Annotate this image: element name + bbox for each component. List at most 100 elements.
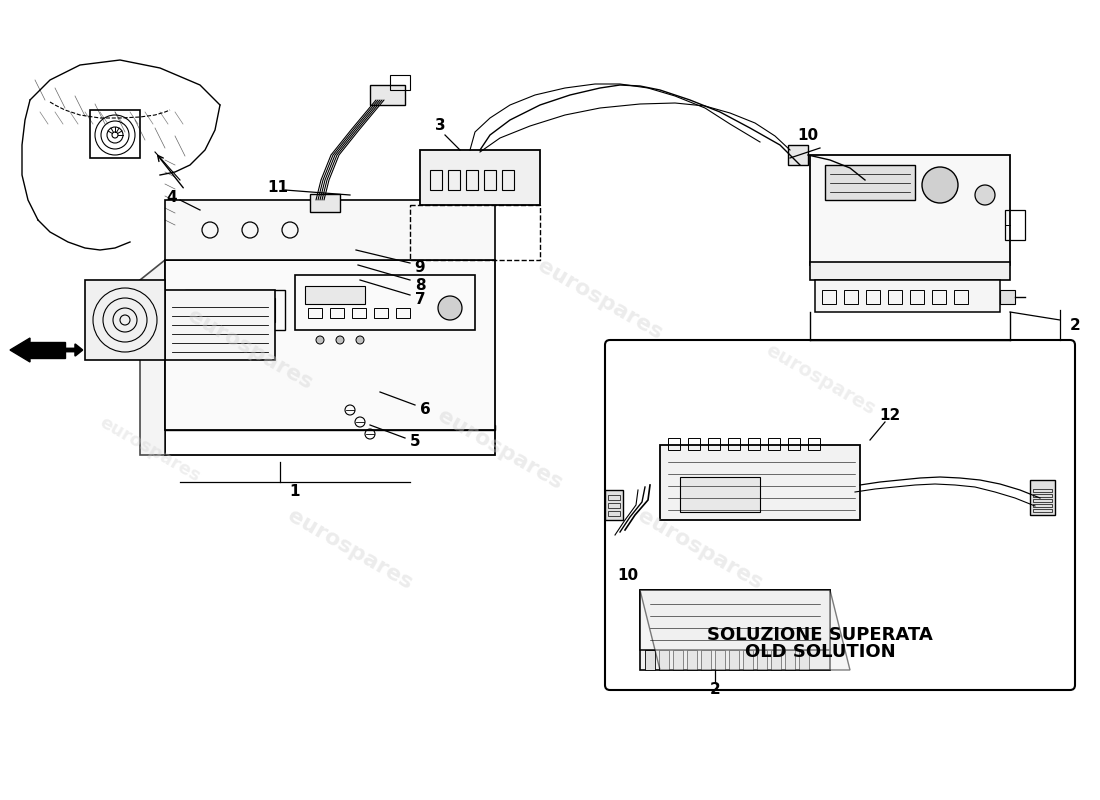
Bar	[660, 445, 860, 520]
Text: 4: 4	[167, 190, 177, 205]
Bar	[822, 290, 836, 304]
Bar	[680, 477, 760, 512]
Bar	[701, 650, 711, 670]
Text: 12: 12	[879, 407, 901, 422]
Bar	[757, 650, 767, 670]
Bar	[728, 438, 740, 450]
Polygon shape	[10, 338, 30, 362]
Bar	[1005, 210, 1025, 240]
Bar	[1000, 290, 1015, 304]
Text: eurospares: eurospares	[97, 414, 204, 486]
Circle shape	[975, 185, 996, 205]
Circle shape	[336, 336, 344, 344]
Text: 5: 5	[409, 434, 420, 450]
Bar	[748, 438, 760, 450]
Bar	[866, 290, 880, 304]
Circle shape	[316, 336, 324, 344]
Text: eurospares: eurospares	[634, 506, 766, 594]
Bar	[165, 290, 275, 360]
Bar	[788, 145, 808, 165]
Bar	[466, 170, 478, 190]
Text: 6: 6	[419, 402, 430, 418]
Text: OLD SOLUTION: OLD SOLUTION	[745, 643, 895, 661]
Bar	[715, 650, 725, 670]
Bar	[90, 110, 140, 158]
Bar	[1033, 504, 1052, 507]
Bar	[668, 438, 680, 450]
Text: 10: 10	[617, 567, 639, 582]
Bar	[673, 650, 683, 670]
Bar	[1033, 499, 1052, 502]
Bar	[185, 290, 285, 330]
Bar	[742, 650, 754, 670]
Bar	[310, 194, 340, 212]
Bar	[825, 165, 915, 200]
Bar	[370, 85, 405, 105]
Bar	[688, 438, 700, 450]
Bar	[1030, 480, 1055, 515]
Text: 1: 1	[289, 485, 300, 499]
Polygon shape	[30, 342, 65, 358]
Bar	[768, 438, 780, 450]
Polygon shape	[640, 590, 850, 670]
Bar	[844, 290, 858, 304]
Bar	[420, 150, 540, 205]
Bar	[430, 170, 442, 190]
Bar	[165, 260, 495, 430]
Bar	[1033, 489, 1052, 492]
Text: 11: 11	[267, 179, 288, 194]
Bar	[810, 262, 1010, 280]
Bar	[708, 438, 720, 450]
Bar	[688, 650, 697, 670]
Bar	[815, 280, 1000, 312]
Circle shape	[356, 336, 364, 344]
Bar	[799, 650, 808, 670]
Bar	[608, 503, 620, 508]
Bar	[888, 290, 902, 304]
Bar	[502, 170, 514, 190]
Bar	[195, 298, 275, 322]
Bar	[165, 430, 495, 455]
Text: 8: 8	[415, 278, 426, 293]
Bar	[1033, 494, 1052, 497]
Bar	[305, 286, 365, 304]
Bar	[640, 590, 830, 670]
Bar	[954, 290, 968, 304]
Bar	[659, 650, 669, 670]
Bar	[608, 495, 620, 500]
Bar	[645, 650, 654, 670]
Circle shape	[922, 167, 958, 203]
Bar	[352, 308, 366, 318]
Text: SOLUZIONE SUPERATA: SOLUZIONE SUPERATA	[707, 626, 933, 644]
Bar	[85, 280, 165, 360]
Bar	[330, 308, 344, 318]
Bar	[448, 170, 460, 190]
Text: 7: 7	[415, 293, 426, 307]
Bar	[308, 308, 322, 318]
Bar	[165, 200, 495, 260]
Bar	[910, 290, 924, 304]
Bar	[295, 275, 475, 330]
Bar	[396, 308, 410, 318]
Text: eurospares: eurospares	[534, 256, 666, 344]
Text: 3: 3	[434, 118, 446, 133]
FancyBboxPatch shape	[605, 340, 1075, 690]
Bar	[374, 308, 388, 318]
Bar	[640, 590, 830, 650]
Bar	[785, 650, 795, 670]
Bar	[808, 438, 820, 450]
Bar	[484, 170, 496, 190]
Text: 2: 2	[1069, 318, 1080, 333]
Text: 2: 2	[710, 682, 720, 698]
Bar	[165, 425, 495, 430]
Bar	[1033, 509, 1052, 512]
Text: eurospares: eurospares	[184, 306, 316, 394]
Bar	[729, 650, 739, 670]
Text: eurospares: eurospares	[434, 406, 566, 494]
Circle shape	[438, 296, 462, 320]
Bar	[605, 490, 623, 520]
Text: 9: 9	[415, 261, 426, 275]
Bar	[788, 438, 800, 450]
Text: eurospares: eurospares	[284, 506, 416, 594]
Text: 10: 10	[798, 127, 818, 142]
